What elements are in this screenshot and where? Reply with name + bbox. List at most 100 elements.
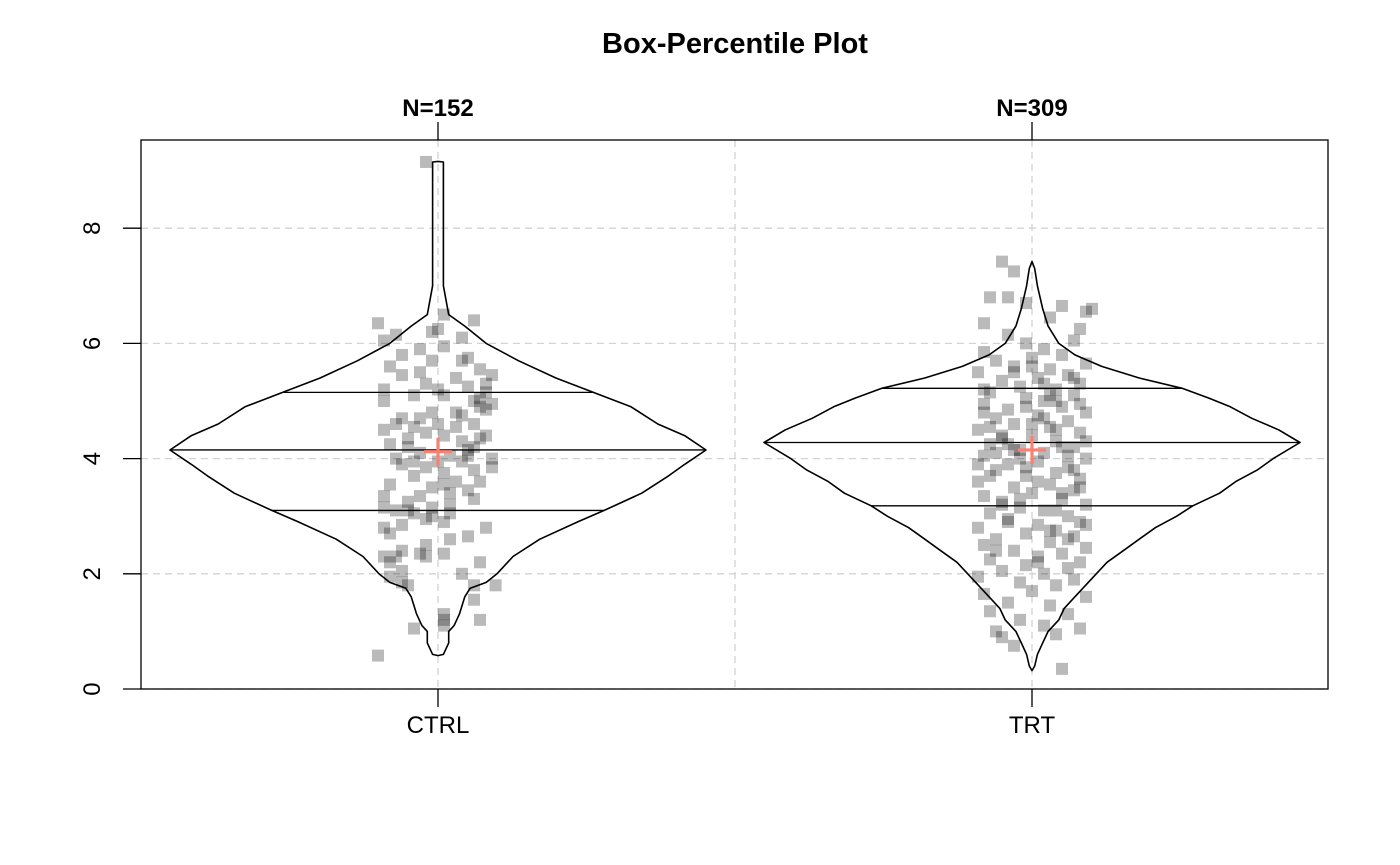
- data-point: [990, 625, 1002, 638]
- data-point: [978, 406, 990, 419]
- data-point: [489, 579, 502, 592]
- data-point: [1062, 533, 1074, 546]
- data-point: [1020, 469, 1032, 482]
- data-point: [1020, 392, 1032, 405]
- data-point: [1014, 380, 1026, 393]
- data-point: [1062, 562, 1074, 575]
- data-point: [462, 484, 474, 497]
- data-point: [414, 343, 426, 356]
- data-point: [1032, 409, 1044, 422]
- data-point: [1080, 406, 1092, 419]
- data-point: [984, 469, 996, 482]
- data-point: [480, 429, 492, 442]
- data-point: [384, 478, 396, 491]
- data-point: [390, 418, 402, 431]
- data-point: [438, 547, 450, 560]
- data-point: [990, 446, 1002, 459]
- percentile-outline: [169, 160, 707, 657]
- data-point: [444, 498, 456, 511]
- data-point: [978, 383, 990, 396]
- data-point: [480, 377, 492, 390]
- x-tick-label: TRT: [1009, 712, 1056, 739]
- percentile-outline: [763, 260, 1301, 672]
- data-point: [486, 452, 498, 465]
- data-point: [468, 593, 480, 606]
- group-n-label: N=152: [402, 95, 473, 122]
- data-point: [450, 475, 462, 488]
- data-point: [456, 354, 468, 367]
- data-point: [1008, 360, 1020, 373]
- data-point: [438, 467, 450, 479]
- data-point: [378, 334, 390, 347]
- data-point: [1044, 420, 1056, 433]
- data-point: [1014, 613, 1026, 626]
- data-point: [402, 495, 414, 508]
- data-point: [438, 429, 450, 442]
- data-point: [978, 397, 990, 410]
- data-point: [1038, 504, 1050, 517]
- data-point: [1074, 397, 1086, 410]
- data-point: [984, 386, 996, 399]
- data-point: [396, 412, 408, 425]
- data-point: [1032, 455, 1044, 468]
- data-point: [444, 487, 456, 500]
- data-point: [1020, 400, 1032, 413]
- data-point: [378, 423, 390, 436]
- data-point: [426, 406, 438, 419]
- data-point: [1038, 412, 1050, 425]
- data-point: [378, 490, 390, 503]
- data-point: [1014, 576, 1026, 589]
- data-point: [468, 314, 480, 327]
- data-point: [456, 409, 468, 422]
- data-point: [1062, 461, 1074, 474]
- data-point: [1050, 435, 1062, 448]
- data-point: [372, 649, 384, 662]
- data-point: [408, 420, 420, 433]
- data-point: [1056, 492, 1068, 505]
- data-point: [984, 507, 996, 520]
- data-point: [1056, 348, 1068, 361]
- data-point: [1050, 383, 1062, 396]
- data-point: [414, 490, 426, 503]
- data-point: [432, 383, 444, 396]
- data-point: [1008, 418, 1020, 431]
- data-point: [408, 455, 420, 468]
- plot-frame: [140, 139, 1329, 690]
- data-point: [1032, 475, 1044, 488]
- data-point: [438, 340, 450, 353]
- data-point: [426, 325, 438, 338]
- data-point: [990, 412, 1002, 425]
- data-point: [396, 518, 408, 531]
- data-point: [1026, 418, 1038, 431]
- data-point: [1020, 559, 1032, 572]
- data-point: [450, 406, 462, 419]
- data-point: [456, 331, 468, 344]
- data-point: [1044, 536, 1056, 549]
- data-point: [390, 452, 402, 465]
- data-point: [972, 475, 984, 488]
- data-point: [1068, 464, 1080, 477]
- data-point: [1080, 305, 1092, 318]
- group-trt: [763, 255, 1301, 675]
- axes: 0 2 4 6 8 N=152 CTRL N=309 TRT: [79, 95, 1068, 739]
- data-point: [1020, 337, 1032, 350]
- data-point: [1026, 360, 1038, 373]
- data-point: [420, 513, 432, 526]
- data-point: [1026, 429, 1038, 442]
- data-point: [1038, 619, 1050, 632]
- data-point: [474, 392, 486, 405]
- data-point: [1074, 481, 1086, 494]
- data-point: [1050, 524, 1062, 537]
- data-point: [372, 317, 384, 330]
- data-point: [1026, 585, 1038, 598]
- data-point: [1050, 628, 1062, 641]
- data-point: [1056, 487, 1068, 500]
- data-point: [474, 613, 486, 626]
- data-point: [972, 521, 984, 534]
- data-point: [1008, 265, 1020, 278]
- data-point: [1014, 452, 1026, 465]
- data-point: [1080, 435, 1092, 448]
- data-point: [1050, 504, 1062, 517]
- group-n-label: N=309: [996, 95, 1067, 122]
- data-point: [474, 475, 486, 488]
